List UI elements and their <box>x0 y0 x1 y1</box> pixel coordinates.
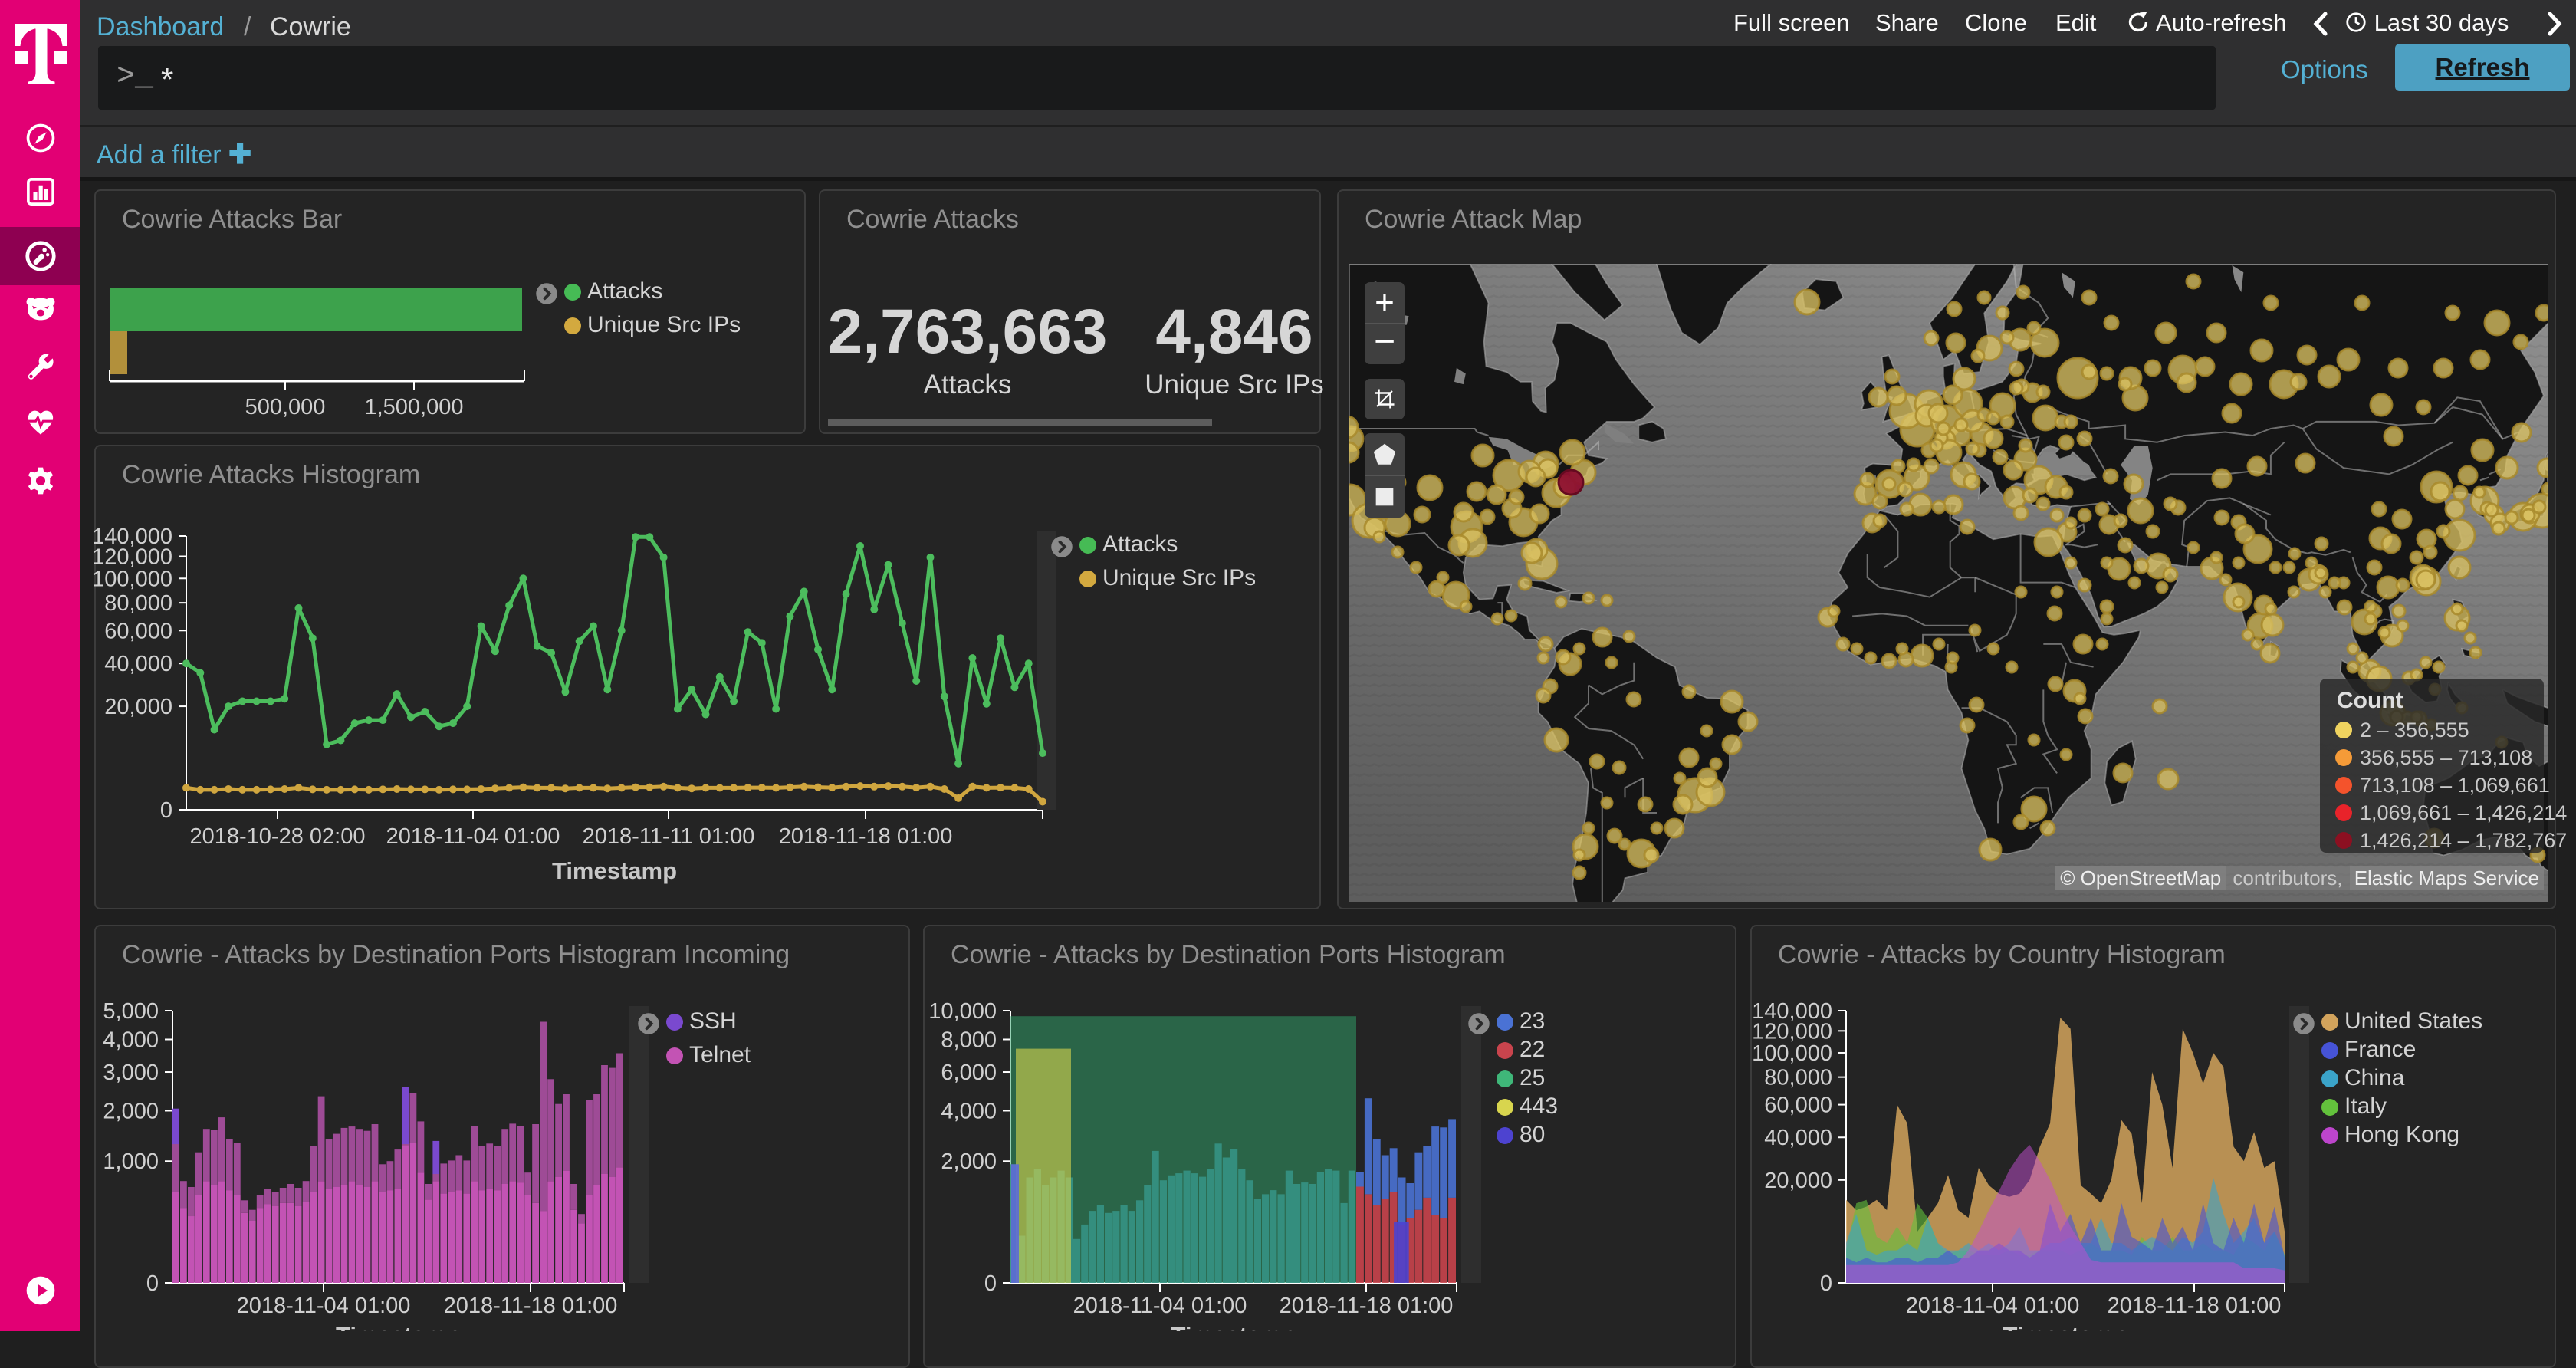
svg-text:40,000: 40,000 <box>104 652 172 676</box>
svg-text:6,000: 6,000 <box>941 1061 997 1085</box>
svg-text:1,000: 1,000 <box>103 1149 159 1174</box>
svg-text:2018-11-18 01:00: 2018-11-18 01:00 <box>1280 1294 1454 1318</box>
svg-text:20,000: 20,000 <box>104 695 172 719</box>
svg-text:40,000: 40,000 <box>1764 1126 1832 1150</box>
svg-text:2018-11-11 01:00: 2018-11-11 01:00 <box>583 824 755 849</box>
svg-text:100,000: 100,000 <box>1752 1041 1832 1066</box>
svg-text:60,000: 60,000 <box>1764 1093 1832 1118</box>
svg-text:0: 0 <box>160 798 172 823</box>
svg-text:2018-11-04 01:00: 2018-11-04 01:00 <box>386 824 560 849</box>
svg-text:Timestamp: Timestamp <box>1171 1322 1296 1331</box>
svg-text:Timestamp: Timestamp <box>2003 1322 2128 1331</box>
svg-text:10,000: 10,000 <box>928 999 997 1024</box>
svg-text:4,000: 4,000 <box>103 1028 159 1052</box>
svg-text:8,000: 8,000 <box>941 1028 997 1052</box>
svg-text:2018-11-18 01:00: 2018-11-18 01:00 <box>444 1294 618 1318</box>
svg-text:2018-11-04 01:00: 2018-11-04 01:00 <box>1906 1294 2080 1318</box>
svg-text:Timestamp: Timestamp <box>336 1322 461 1331</box>
svg-text:2018-11-04 01:00: 2018-11-04 01:00 <box>1073 1294 1247 1318</box>
svg-text:100,000: 100,000 <box>92 567 172 591</box>
svg-text:1,500,000: 1,500,000 <box>364 395 463 419</box>
svg-text:60,000: 60,000 <box>104 619 172 643</box>
svg-text:80,000: 80,000 <box>104 591 172 616</box>
svg-text:2018-11-18 01:00: 2018-11-18 01:00 <box>779 824 953 849</box>
svg-text:140,000: 140,000 <box>92 525 172 549</box>
svg-text:2018-11-04 01:00: 2018-11-04 01:00 <box>237 1294 411 1318</box>
svg-text:20,000: 20,000 <box>1764 1169 1832 1193</box>
svg-text:120,000: 120,000 <box>92 544 172 569</box>
svg-text:0: 0 <box>984 1271 997 1296</box>
svg-text:2018-10-28 02:00: 2018-10-28 02:00 <box>190 824 366 849</box>
svg-text:3,000: 3,000 <box>103 1061 159 1085</box>
svg-text:80,000: 80,000 <box>1764 1066 1832 1090</box>
svg-text:5,000: 5,000 <box>103 999 159 1024</box>
svg-text:2,000: 2,000 <box>103 1099 159 1123</box>
svg-text:140,000: 140,000 <box>1752 999 1832 1024</box>
svg-text:0: 0 <box>1820 1271 1832 1296</box>
svg-text:4,000: 4,000 <box>941 1099 997 1123</box>
svg-text:Timestamp: Timestamp <box>552 857 677 884</box>
svg-text:2018-11-18 01:00: 2018-11-18 01:00 <box>2108 1294 2282 1318</box>
svg-text:0: 0 <box>146 1271 159 1296</box>
svg-text:120,000: 120,000 <box>1752 1019 1832 1044</box>
svg-text:2,000: 2,000 <box>941 1149 997 1174</box>
svg-text:500,000: 500,000 <box>245 395 326 419</box>
